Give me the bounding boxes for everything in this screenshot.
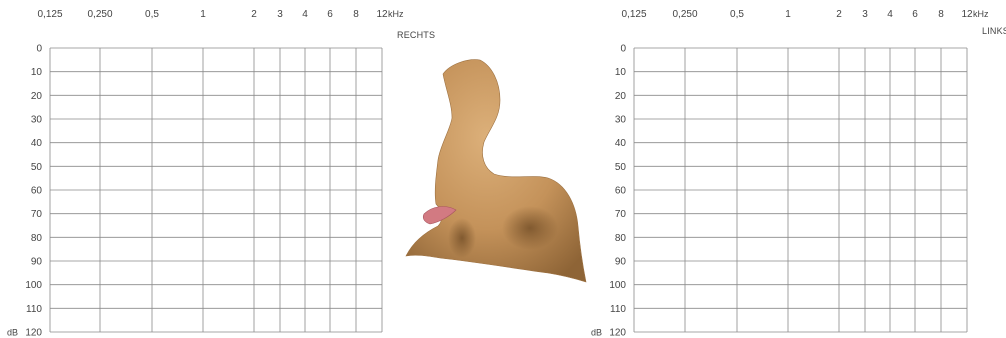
y-tick-label: 110 xyxy=(26,304,42,315)
x-tick-label: 0,125 xyxy=(37,9,62,20)
ear-impression-hollow xyxy=(502,206,558,250)
ear-impression-body xyxy=(405,59,587,283)
right-ear-label: RECHTS xyxy=(397,30,436,40)
y-tick-label: 10 xyxy=(31,67,43,78)
y-tick-label: 100 xyxy=(609,280,626,291)
y-tick-label: 70 xyxy=(31,209,43,220)
x-unit-label: kHz xyxy=(388,9,404,19)
x-tick-label: 0,5 xyxy=(730,9,744,20)
y-tick-label: 90 xyxy=(615,257,627,268)
x-tick-label: 6 xyxy=(912,9,918,20)
x-tick-label: 12 xyxy=(961,9,973,20)
y-tick-label: 80 xyxy=(31,233,43,244)
x-tick-label: 0,250 xyxy=(87,9,112,20)
x-tick-label: 3 xyxy=(277,9,283,20)
x-tick-label: 2 xyxy=(836,9,842,20)
y-tick-label: 40 xyxy=(31,138,43,149)
audiogram-right: 0,125 0,250 0,5 1 2 3 4 6 8 12 kHz0102030405060708… xyxy=(7,9,404,338)
ear-impression-crease xyxy=(448,218,476,258)
y-tick-label: 0 xyxy=(36,44,42,55)
y-tick-label: 90 xyxy=(31,257,43,268)
y-tick-label: 20 xyxy=(31,91,43,102)
x-tick-label: 8 xyxy=(938,9,944,20)
y-tick-label: 30 xyxy=(615,115,627,126)
y-tick-label: 60 xyxy=(31,186,43,197)
y-tick-label: 0 xyxy=(620,44,626,55)
x-tick-label: 1 xyxy=(200,9,206,20)
x-tick-label: 0,250 xyxy=(672,9,697,20)
x-tick-label: 3 xyxy=(862,9,868,20)
x-tick-label: 0,5 xyxy=(145,9,159,20)
ear-impression-illustration xyxy=(405,59,587,283)
y-tick-label: 120 xyxy=(25,328,42,338)
ear-impression-vent-tip xyxy=(422,206,457,225)
x-tick-label: 8 xyxy=(353,9,359,20)
y-tick-label: 60 xyxy=(615,186,627,197)
y-tick-label: 10 xyxy=(615,67,627,78)
y-tick-label: 20 xyxy=(615,91,627,102)
left-ear-label: LINKS xyxy=(982,26,1006,36)
x-tick-label: 4 xyxy=(302,9,308,20)
x-tick-label: 2 xyxy=(251,9,257,20)
y-tick-label: 40 xyxy=(615,138,627,149)
x-tick-label: 6 xyxy=(327,9,333,20)
y-tick-label: 80 xyxy=(615,233,627,244)
y-tick-label: 100 xyxy=(25,280,42,291)
y-tick-label: 30 xyxy=(31,115,43,126)
x-tick-label: 1 xyxy=(785,9,791,20)
y-tick-label: 50 xyxy=(31,162,43,173)
x-tick-label: 0,125 xyxy=(621,9,646,20)
y-tick-label: 70 xyxy=(615,209,627,220)
y-unit-label: dB xyxy=(591,328,602,338)
y-tick-label: 50 xyxy=(615,162,627,173)
y-tick-label: 120 xyxy=(609,328,626,338)
audiogram-left: 0,125 0,250 0,5 1 2 3 4 6 8 12 kHz0102030405060708… xyxy=(591,9,989,338)
x-unit-label: kHz xyxy=(973,9,989,19)
y-unit-label: dB xyxy=(7,328,18,338)
y-tick-label: 110 xyxy=(610,304,626,315)
x-tick-label: 4 xyxy=(887,9,893,20)
x-tick-label: 12 xyxy=(376,9,388,20)
